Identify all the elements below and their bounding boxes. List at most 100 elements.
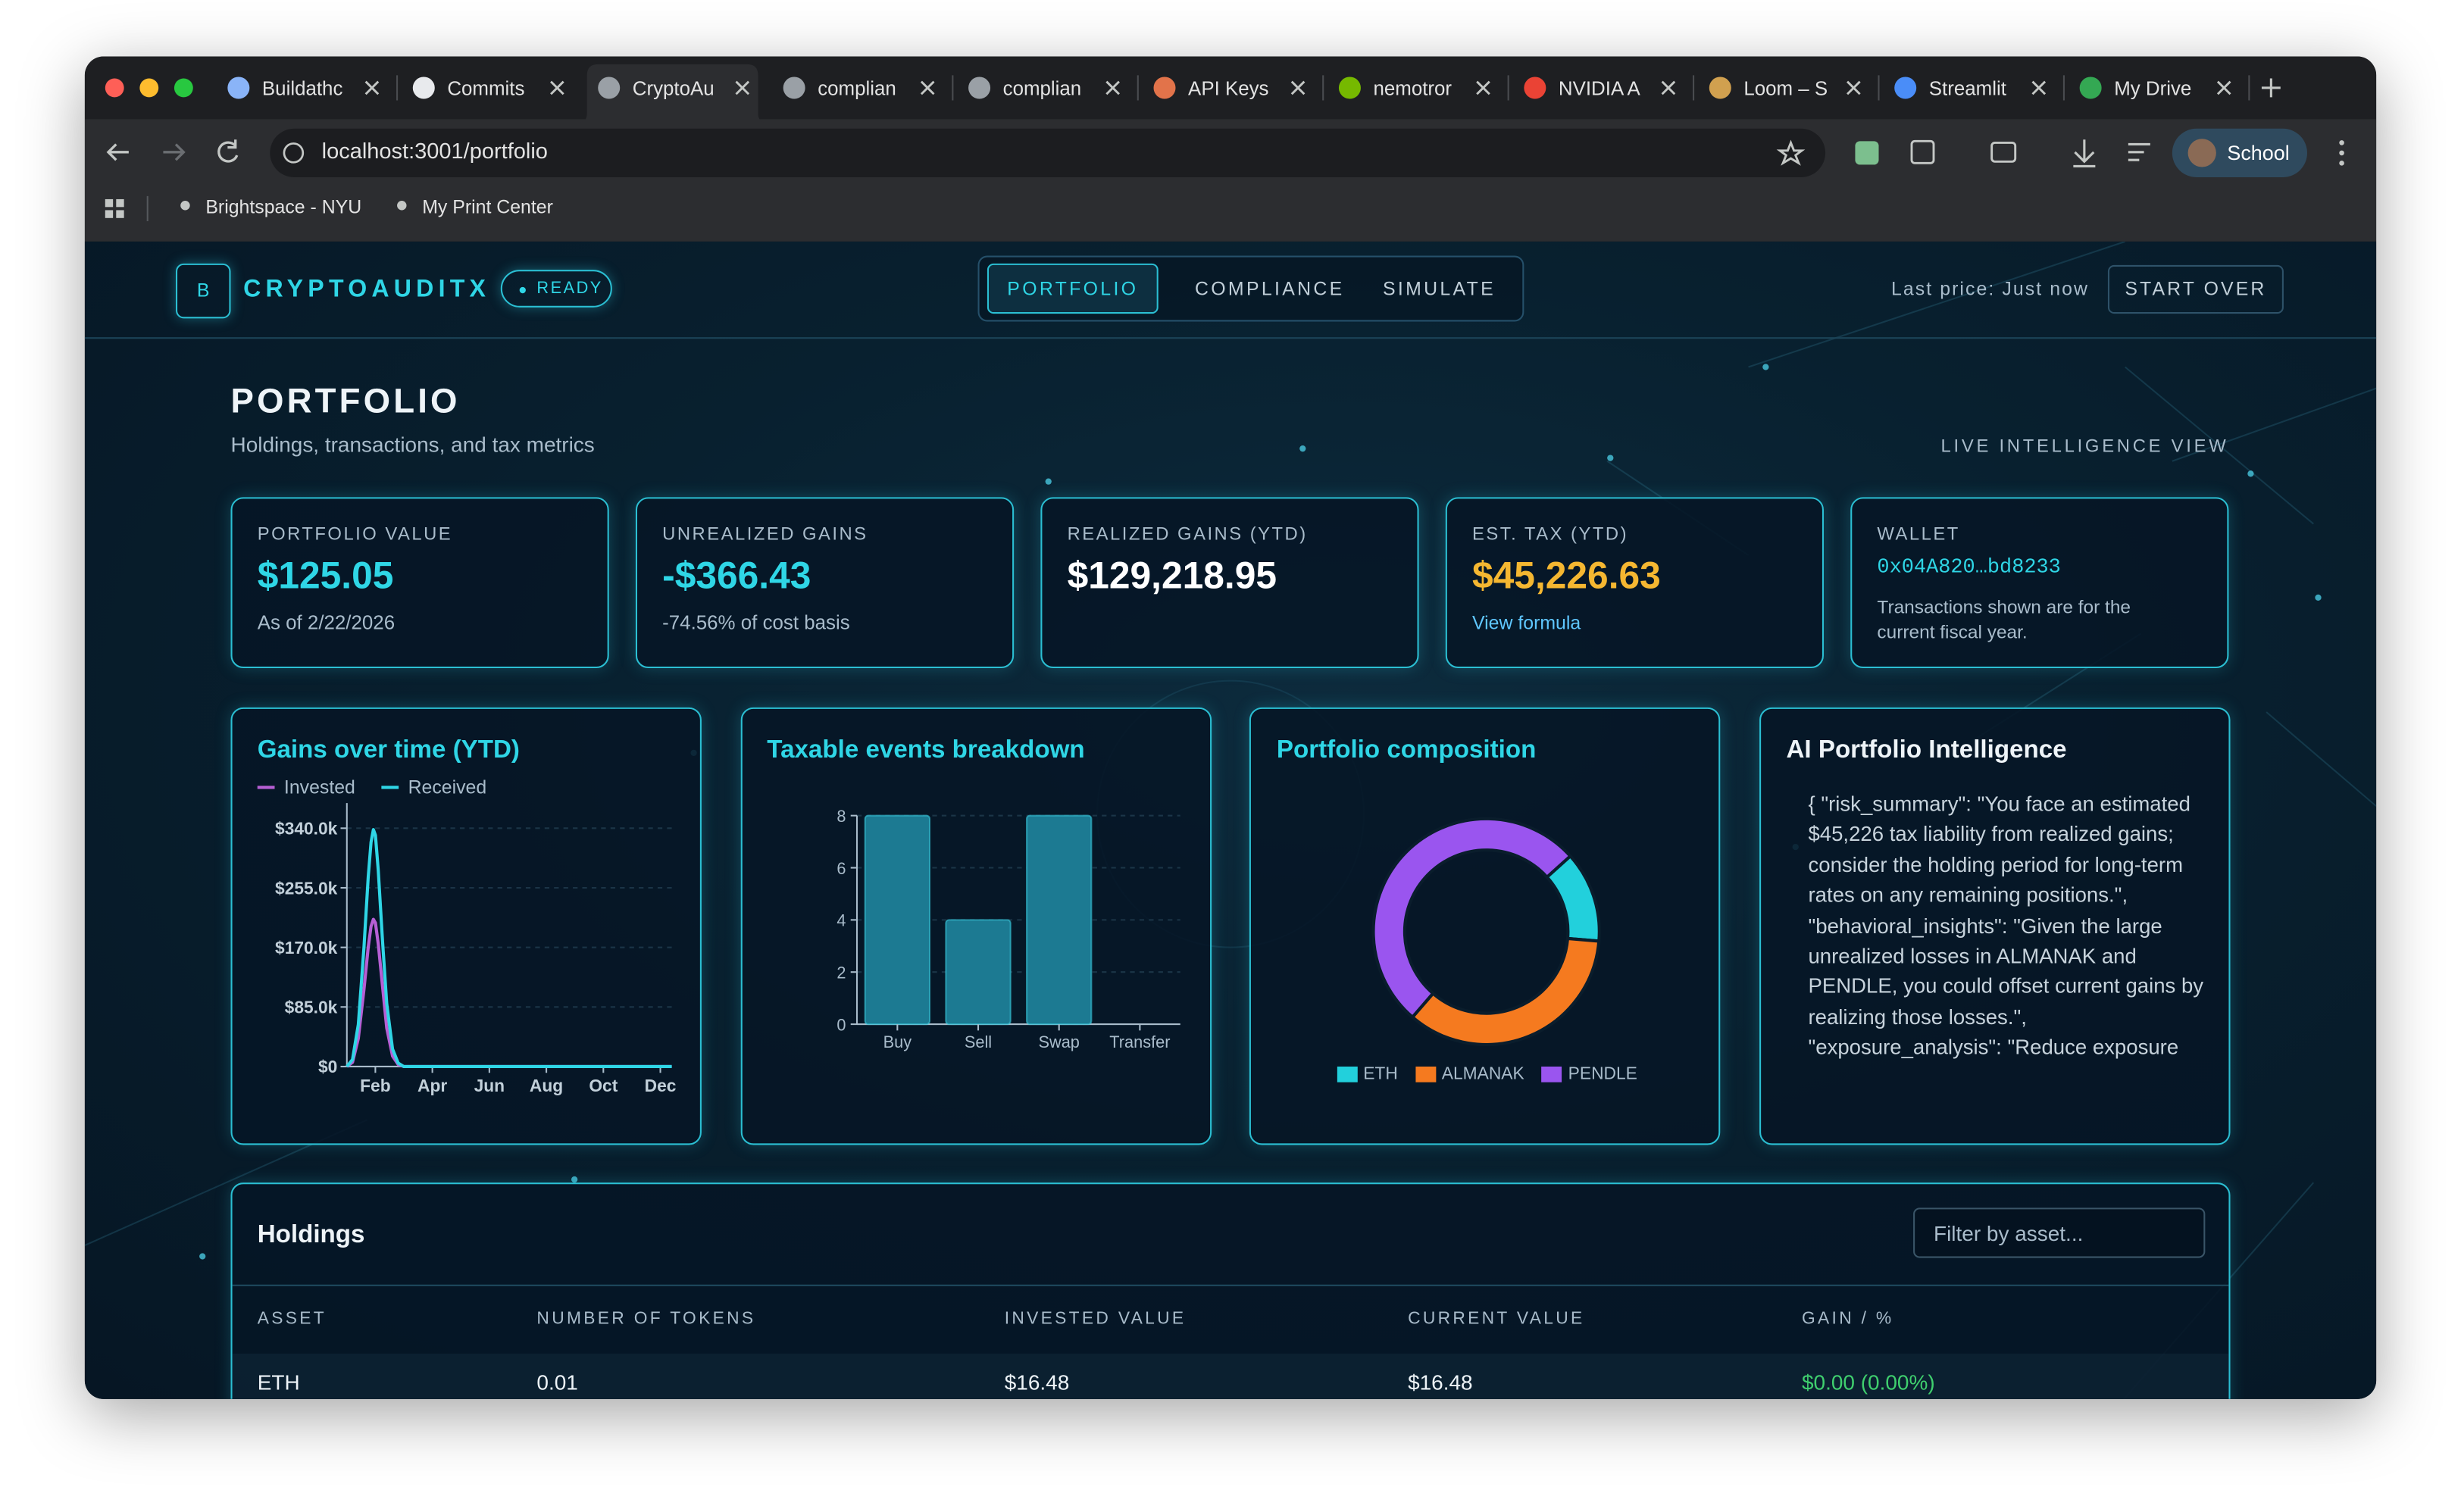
extension-icon[interactable] (1855, 141, 1879, 165)
divider (232, 1284, 2229, 1286)
panel-title: Gains over time (YTD) (257, 737, 520, 764)
zoom-window[interactable] (174, 78, 193, 98)
legend: ETH ALMANAK PENDLE (1252, 1065, 1722, 1084)
tab-close (2031, 80, 2047, 95)
tab-favicon (2079, 77, 2102, 99)
tab-title[interactable]: Streamlit (1929, 78, 2006, 99)
line-chart: Invested Received $0 $85.0k $170.0k $255.0k $3… (257, 778, 677, 1095)
tab-title[interactable]: Commits (447, 78, 524, 99)
tab-title[interactable]: nemotror (1374, 78, 1453, 99)
bar (1025, 814, 1092, 1026)
tab-title[interactable]: NVIDIA A (1559, 78, 1641, 99)
y-tick-label: $0 (318, 1057, 337, 1076)
network-node (1045, 478, 1052, 485)
column-header: GAIN / % (1802, 1309, 1894, 1329)
reload-button[interactable] (217, 139, 239, 163)
extensions-button[interactable] (1910, 139, 1935, 164)
nav-tab[interactable]: COMPLIANCE (1195, 277, 1345, 300)
tab-title[interactable]: API Keys (1188, 78, 1268, 99)
menu-button[interactable] (2339, 140, 2344, 166)
card-note: -74.56% of cost basis (662, 611, 850, 634)
bookmark[interactable]: My Print Center (422, 195, 553, 218)
active-tab (579, 64, 766, 123)
legend-item: ALMANAK (1415, 1065, 1524, 1084)
table-cell: ETH (257, 1370, 300, 1395)
card-label: WALLET (1877, 525, 1960, 545)
nav-tab[interactable]: SIMULATE (1382, 277, 1496, 300)
x-tick-label: Apr (417, 1076, 447, 1095)
legend-swatch (1541, 1066, 1562, 1082)
tab-strip (84, 56, 2377, 123)
holdings-panel: Holdings Filter by asset... ASSET NUMBER OF… (230, 1182, 2231, 1399)
forward-button[interactable] (163, 143, 186, 161)
last-price: Last price: Just now (1890, 277, 2090, 300)
site-info-icon[interactable] (283, 142, 305, 164)
close-window[interactable] (105, 78, 124, 98)
column-header: NUMBER OF TOKENS (536, 1309, 756, 1329)
tab-favicon (227, 77, 250, 99)
tab-favicon (412, 77, 435, 99)
apps-icon[interactable] (105, 198, 124, 218)
tab-title[interactable]: complian (818, 78, 896, 99)
chart-panel: Portfolio composition ETH ALMANAK PENDLE (1249, 707, 1722, 1145)
tab-close (364, 80, 380, 95)
minimize-window[interactable] (139, 78, 159, 98)
metric-card: UNREALIZED GAINS -$366.43 -74.56% of cost … (635, 497, 1015, 669)
address-bar[interactable] (270, 128, 1826, 177)
card-value: -$366.43 (662, 555, 811, 598)
legend-label: Received (408, 778, 487, 798)
status-text: READY (536, 279, 603, 298)
reading-list-button[interactable] (2128, 142, 2150, 161)
chart-panel: AI Portfolio Intelligence { "risk_summary… (1759, 707, 2231, 1145)
downloads-button[interactable] (2073, 139, 2096, 168)
x-tick-label: Sell (964, 1032, 991, 1051)
browser-window: Buildathc Commits CryptoAu complian complian… (84, 56, 2377, 1399)
x-tick-label: Feb (360, 1076, 390, 1095)
live-badge: LIVE INTELLIGENCE VIEW (1940, 437, 2229, 457)
card-note: Transactions shown are for the current f… (1877, 595, 2131, 642)
nav-tab[interactable]: PORTFOLIO (987, 263, 1159, 314)
card-value: $45,226.63 (1472, 555, 1661, 598)
back-button[interactable] (106, 143, 129, 161)
bookmark-star[interactable] (1776, 139, 1806, 166)
tab-title[interactable]: complian (1003, 78, 1082, 99)
card-label: EST. TAX (YTD) (1472, 525, 1629, 545)
network-line (2125, 366, 2314, 525)
legend-item: ETH (1336, 1065, 1398, 1084)
y-tick-label: 4 (836, 911, 846, 930)
brand: CRYPTOAUDITX (243, 276, 491, 303)
tab-title[interactable]: CryptoAu (633, 78, 715, 99)
metric-card: PORTFOLIO VALUE $125.05 As of 2/22/2026 (230, 497, 609, 669)
x-tick-label: Transfer (1109, 1032, 1170, 1051)
x-tick-label: Swap (1038, 1032, 1079, 1051)
start-over-button[interactable]: START OVER (2107, 264, 2284, 314)
network-node (1607, 455, 1614, 461)
legend-label: PENDLE (1568, 1064, 1637, 1084)
formula-link[interactable]: View formula (1472, 611, 1581, 634)
filter-input[interactable]: Filter by asset... (1913, 1207, 2206, 1258)
tab-close (1661, 80, 1676, 95)
metric-card: EST. TAX (YTD) $45,226.63 View formula (1445, 497, 1825, 669)
network-node (2247, 470, 2254, 477)
table-cell: $0.00 (0.00%) (1802, 1370, 1935, 1395)
column-header: ASSET (257, 1309, 327, 1329)
tab-title[interactable]: My Drive (2114, 78, 2191, 99)
card-value: 0x04A820…bd8233 (1877, 555, 2061, 579)
new-tab-button[interactable] (2261, 78, 2281, 98)
tab-favicon (968, 77, 991, 99)
card-value: $129,218.95 (1067, 555, 1277, 598)
panel-title: AI Portfolio Intelligence (1786, 737, 2067, 764)
table-row (232, 1353, 2229, 1399)
tab-title[interactable]: Loom – S (1743, 78, 1828, 99)
network-node (199, 1253, 206, 1260)
tab-search-button[interactable] (1990, 141, 2017, 163)
tab-title[interactable]: Buildathc (262, 78, 343, 99)
tab-favicon (1894, 77, 1917, 99)
url-text[interactable]: localhost:3001/portfolio (321, 138, 548, 164)
x-tick-label: Dec (645, 1076, 677, 1095)
bookmark[interactable]: Brightspace - NYU (205, 195, 362, 218)
donut-chart (1372, 817, 1602, 1047)
x-tick-label: Jun (474, 1076, 505, 1095)
logo: B (176, 263, 231, 319)
